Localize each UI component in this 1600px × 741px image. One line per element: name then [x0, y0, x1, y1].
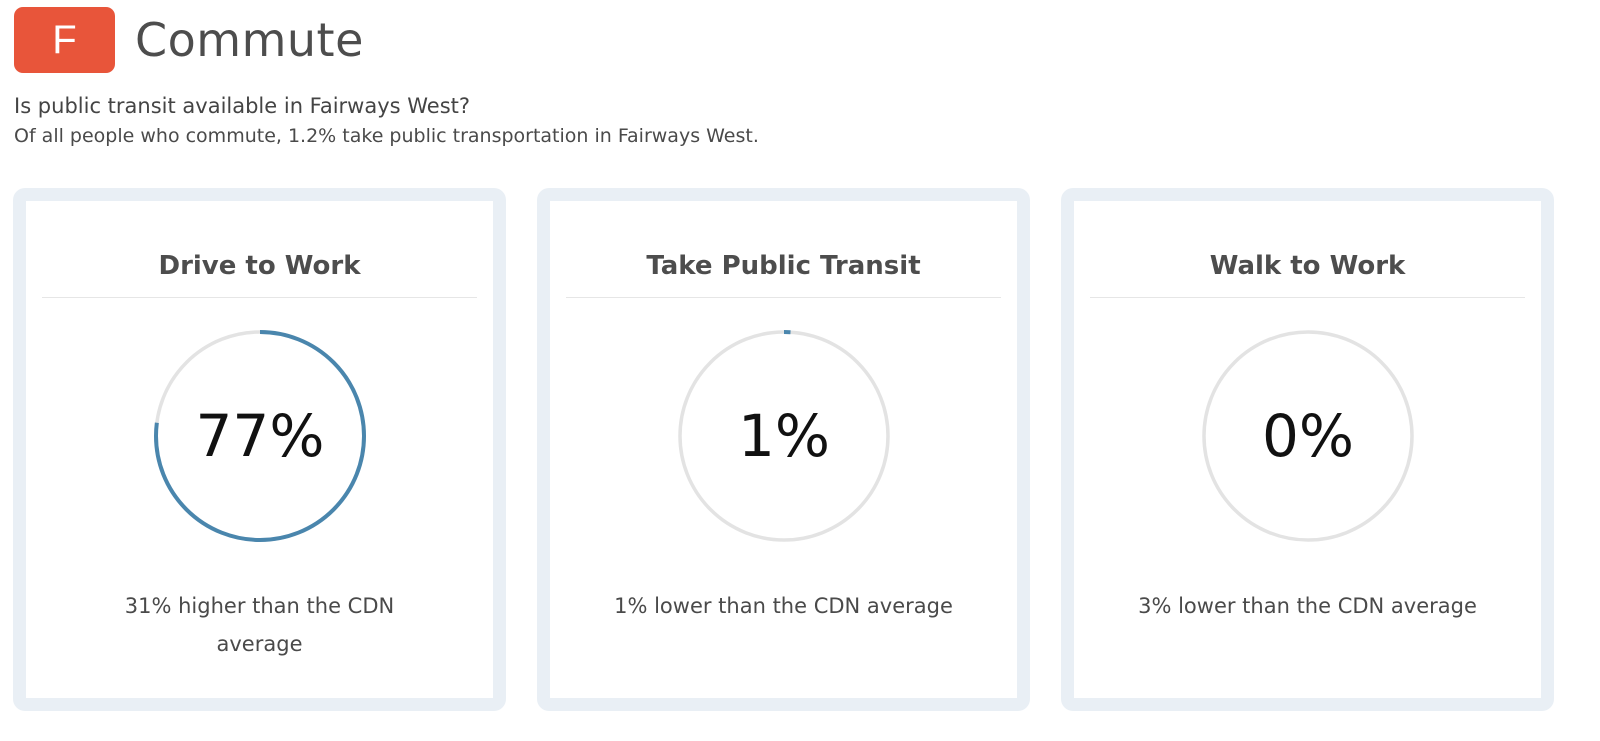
transit-question: Is public transit available in Fairways … [14, 94, 471, 118]
percentage-ring: 0% [1201, 329, 1415, 543]
card-drive-to-work: Drive to Work 77% 31% higher than the CD… [13, 188, 506, 711]
ring-progress [678, 330, 890, 542]
ring-track [1202, 330, 1414, 542]
comparison-text: 3% lower than the CDN average [1138, 594, 1477, 618]
comparison-text: 1% lower than the CDN average [614, 594, 953, 618]
percentage-ring: 77% [153, 329, 367, 543]
card-walk-to-work: Walk to Work 0% 3% lower than the CDN av… [1061, 188, 1554, 711]
section-title: Commute [135, 13, 364, 67]
percentage-value: 77% [195, 402, 325, 470]
card-title: Drive to Work [158, 251, 361, 281]
card-divider [566, 297, 1001, 298]
card-divider [1090, 297, 1525, 298]
card-title: Take Public Transit [646, 251, 921, 281]
ring-progress [154, 330, 366, 542]
card-divider [42, 297, 477, 298]
section-header: F Commute [14, 7, 364, 73]
card-title: Walk to Work [1209, 251, 1406, 281]
comparison-text: 31% higher than the CDN average [124, 594, 395, 656]
transit-summary: Of all people who commute, 1.2% take pub… [14, 125, 759, 147]
percentage-value: 0% [1261, 402, 1354, 470]
percentage-value: 1% [737, 402, 830, 470]
grade-badge: F [14, 7, 115, 73]
card-take-public-transit: Take Public Transit 1% 1% lower than the… [537, 188, 1030, 711]
percentage-ring: 1% [677, 329, 891, 543]
